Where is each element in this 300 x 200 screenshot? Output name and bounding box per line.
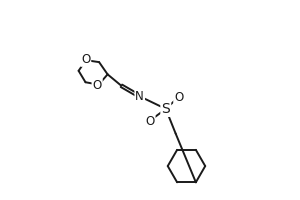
Text: N: N — [135, 90, 144, 103]
Text: O: O — [146, 115, 154, 128]
Text: O: O — [174, 91, 183, 104]
Text: O: O — [81, 53, 90, 66]
Text: S: S — [161, 102, 170, 116]
Text: O: O — [92, 79, 102, 92]
